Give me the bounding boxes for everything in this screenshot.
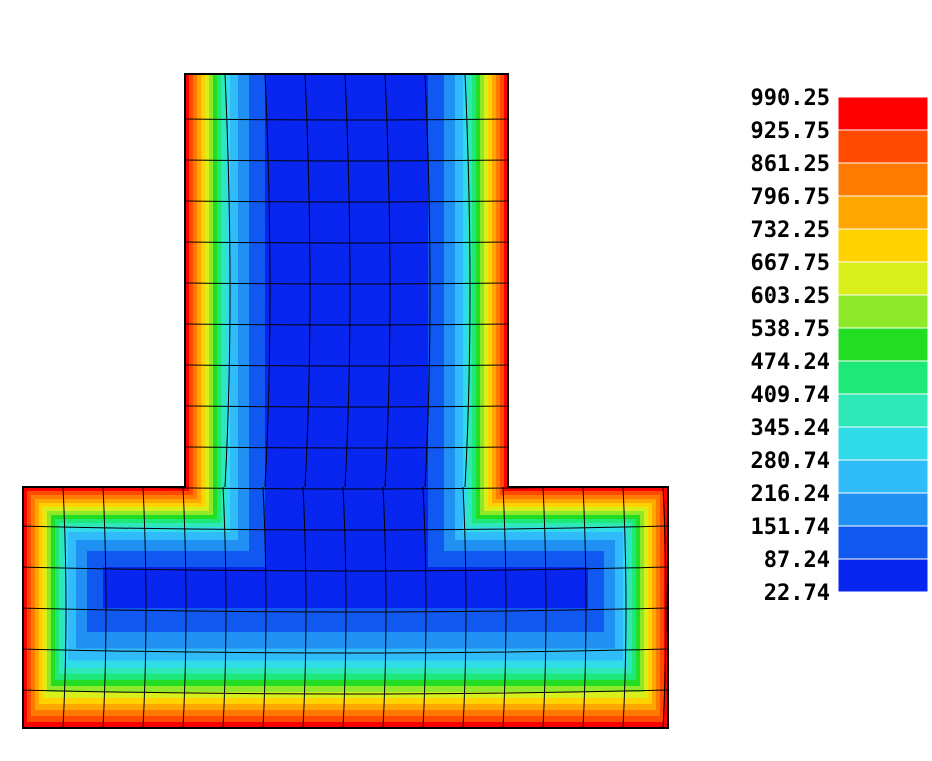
mesh-line xyxy=(464,74,471,488)
colorbar-label: 22.74 xyxy=(764,581,830,606)
mesh-line xyxy=(23,525,668,531)
colorbar-swatch xyxy=(837,162,929,197)
mesh-line xyxy=(502,486,507,728)
colorbar-label: 409.74 xyxy=(751,383,830,408)
colorbar-label: 603.25 xyxy=(751,284,830,309)
colorbar-swatch xyxy=(837,96,929,131)
colorbar-swatch xyxy=(837,525,929,560)
colorbar-swatch xyxy=(837,492,929,527)
colorbar-swatch xyxy=(837,195,929,230)
colorbar: 990.25 925.75 861.25 796.75 732.25 667.75 603.… xyxy=(751,86,929,606)
mesh-line xyxy=(304,74,311,488)
mesh-line xyxy=(302,486,307,728)
mesh-line xyxy=(582,486,587,728)
mesh-line xyxy=(102,486,107,728)
mesh-line xyxy=(182,486,187,728)
mesh-line xyxy=(262,486,267,728)
colorbar-label: 796.75 xyxy=(751,185,830,210)
mesh-line xyxy=(424,74,431,488)
colorbar-swatch xyxy=(837,426,929,461)
colorbar-swatch xyxy=(837,393,929,428)
mesh-line xyxy=(23,648,668,654)
colorbar-label: 151.74 xyxy=(751,515,830,540)
colorbar-swatch xyxy=(837,261,929,296)
colorbar-label: 216.24 xyxy=(751,482,830,507)
colorbar-label: 925.75 xyxy=(751,119,830,144)
mesh-line xyxy=(222,486,227,728)
colorbar-label: 538.75 xyxy=(751,317,830,342)
mesh-line xyxy=(542,486,547,728)
colorbar-label: 861.25 xyxy=(751,152,830,177)
mesh-line xyxy=(422,486,427,728)
colorbar-swatch xyxy=(837,360,929,395)
colorbar-swatch xyxy=(837,228,929,263)
mesh-line xyxy=(462,486,467,728)
contour-band xyxy=(103,74,588,608)
colorbar-label: 87.24 xyxy=(764,548,830,573)
mesh-line xyxy=(23,566,668,572)
colorbar-label: 732.25 xyxy=(751,218,830,243)
section-outline xyxy=(22,73,669,729)
mesh-line xyxy=(23,607,668,613)
mesh-line xyxy=(384,74,391,488)
colorbar-swatch xyxy=(837,129,929,164)
colorbar-label: 990.25 xyxy=(751,86,830,111)
colorbar-swatch xyxy=(837,327,929,362)
colorbar-label: 345.24 xyxy=(751,416,830,441)
mesh-line xyxy=(142,486,147,728)
mesh-line xyxy=(622,486,627,728)
colorbar-swatch xyxy=(837,294,929,329)
colorbar-label: 280.74 xyxy=(751,449,830,474)
mesh-line xyxy=(382,486,387,728)
mesh-line xyxy=(662,486,667,728)
mesh-line xyxy=(264,74,271,488)
mesh-line xyxy=(23,689,668,695)
mesh-line xyxy=(62,486,67,728)
colorbar-swatch xyxy=(837,459,929,494)
colorbar-label: 474.24 xyxy=(751,350,830,375)
mesh-line xyxy=(344,74,351,488)
colorbar-label: 667.75 xyxy=(751,251,830,276)
mesh-line xyxy=(224,74,231,488)
mesh-line xyxy=(342,486,347,728)
colorbar-swatch xyxy=(837,558,929,593)
